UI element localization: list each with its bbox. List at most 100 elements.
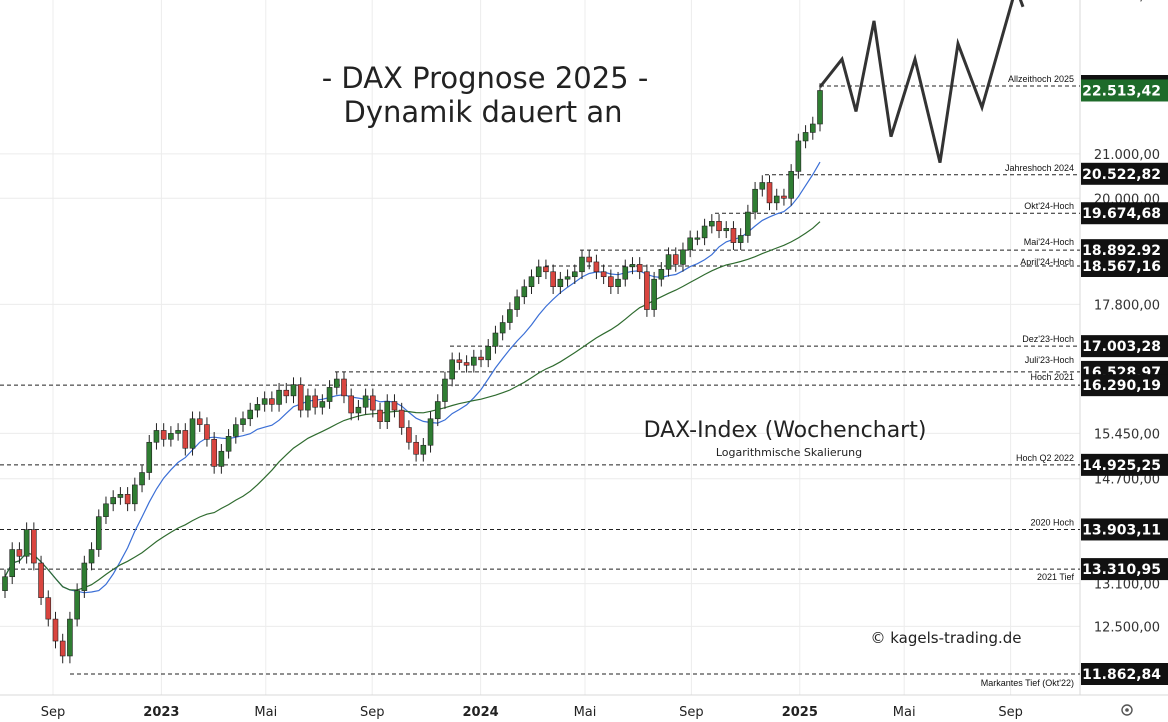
candle-body	[117, 494, 124, 498]
candle-body	[9, 549, 16, 578]
candle-body	[398, 409, 405, 428]
price-box	[1081, 453, 1168, 476]
x-tick-label: Sep	[998, 705, 1023, 720]
candle-body	[225, 436, 232, 452]
level-label: 2020 Hoch	[1030, 517, 1074, 527]
candle-body	[283, 389, 290, 397]
candle-body	[413, 441, 419, 455]
candle-body	[74, 590, 80, 620]
candle-body	[817, 90, 823, 125]
price-box-label: 16.290,19	[1082, 378, 1161, 394]
x-tick-label: Sep	[679, 705, 704, 720]
candle-body	[615, 278, 621, 287]
x-tick-label: Mai	[254, 705, 277, 720]
candle-body	[370, 395, 376, 411]
price-box	[1081, 335, 1168, 358]
candle-body	[658, 269, 665, 280]
candle-body	[528, 276, 535, 287]
y-tick-label: 12.500,00	[1094, 620, 1160, 635]
candle-body	[644, 271, 650, 310]
candle-body	[132, 484, 138, 505]
candle-body	[427, 418, 434, 446]
candle-body	[269, 398, 275, 405]
candle-body	[636, 264, 643, 273]
candle-body	[463, 362, 470, 366]
candle-body	[103, 503, 109, 517]
candle-body	[38, 562, 44, 598]
level-lines: Allzeithoch 2025 Jahreshoch 2024 Okt'24-Ho…	[0, 74, 1080, 688]
y-tick-label: 13.100,00	[1094, 578, 1160, 593]
candle-body	[406, 427, 412, 443]
level-label: Markantes Tief (Okt'22)	[981, 678, 1074, 688]
price-box	[1081, 79, 1168, 102]
candle-body	[160, 430, 167, 440]
candle-body	[737, 235, 744, 243]
candle-body	[247, 409, 254, 420]
price-box-label: 13.903,11	[1082, 522, 1161, 538]
price-box-label: 11.862,84	[1082, 667, 1161, 683]
ma-long-line	[4, 221, 821, 591]
candle-body	[550, 271, 556, 287]
candle-body	[67, 618, 73, 657]
price-axis: 25.000,0021.000,0020.000,0017.800,0015.4…	[1081, 0, 1168, 685]
candle-body	[146, 441, 153, 473]
price-box	[1081, 518, 1168, 541]
candle-body	[752, 188, 758, 213]
candle-body	[232, 424, 239, 437]
candle-body	[795, 140, 802, 172]
candle-body	[586, 256, 593, 263]
candle-body	[593, 261, 600, 273]
candle-body	[240, 418, 246, 425]
index-label: DAX-Index (Wochenchart)	[644, 418, 927, 443]
price-box-label: 20.522,82	[1082, 167, 1161, 183]
price-box	[1081, 374, 1168, 397]
candle-body	[600, 271, 607, 278]
x-tick-label: Mai	[893, 705, 916, 720]
candle-body	[694, 237, 701, 240]
candle-body	[81, 562, 88, 591]
candle-body	[499, 322, 506, 334]
candle-body	[377, 409, 383, 422]
candle-body	[701, 225, 708, 239]
candle-body	[297, 384, 304, 411]
candle-body	[687, 237, 693, 251]
level-label: Mai'24-Hoch	[1024, 237, 1074, 247]
candle-body	[362, 395, 369, 408]
candle-body	[196, 418, 203, 425]
candle-body	[809, 123, 816, 133]
candle-body	[564, 276, 571, 280]
candle-body	[434, 401, 441, 420]
price-box-label: 14.925,25	[1082, 458, 1161, 474]
forecast-line	[818, 0, 1015, 163]
candle-body	[471, 356, 477, 366]
candle-body	[45, 597, 52, 620]
ma-short-line	[4, 161, 821, 594]
candle-body	[456, 359, 463, 363]
candle-body	[95, 516, 102, 550]
credit-text: © kagels-trading.de	[870, 629, 1021, 647]
time-axis: Sep 2023 Mai Sep 2024 Mai Sep 2025 Mai Sep	[41, 705, 1023, 720]
candle-body	[442, 378, 448, 402]
forecast-path	[818, 0, 1025, 163]
candle-body	[773, 195, 780, 204]
candle-body	[319, 401, 326, 408]
price-box-label: 18.567,16	[1082, 259, 1161, 275]
candle-body	[788, 171, 794, 199]
candle-body	[672, 254, 679, 265]
candle-body	[110, 497, 116, 505]
candle-body	[651, 278, 657, 310]
level-label: 2021 Tief	[1037, 572, 1075, 582]
candle-body	[254, 404, 261, 411]
candle-body	[766, 182, 773, 204]
y-tick-label: 21.000,00	[1094, 148, 1160, 163]
candle-body	[507, 309, 513, 323]
x-tick-label: 2023	[143, 705, 179, 720]
settings-icon[interactable]	[1121, 704, 1133, 716]
candle-body	[629, 264, 636, 268]
candle-body	[514, 296, 520, 310]
candle-body	[88, 549, 95, 564]
scale-label: Logarithmische Skalierung	[716, 446, 862, 459]
candle-body	[52, 618, 59, 642]
price-box-label: 17.003,28	[1082, 339, 1161, 355]
